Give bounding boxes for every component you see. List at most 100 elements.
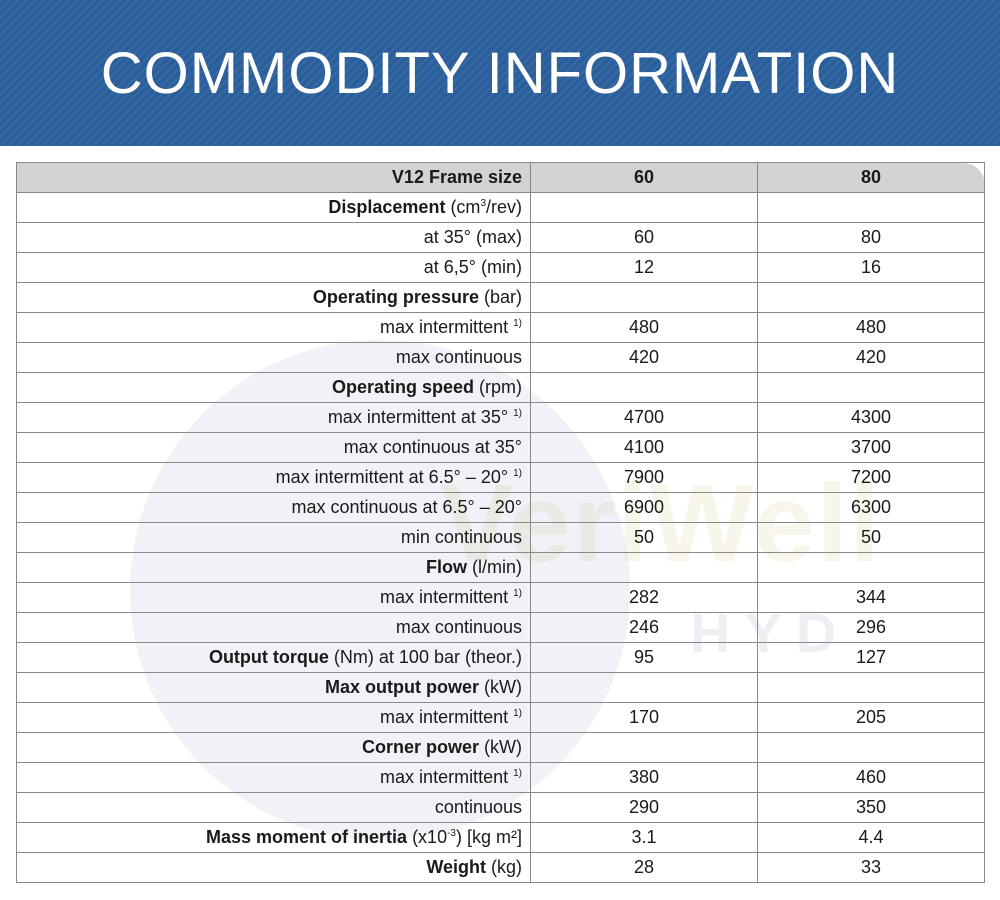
table-row: Operating pressure (bar) (16, 282, 985, 313)
header-col-60: 60 (530, 162, 758, 193)
value-frame-80: 16 (757, 252, 985, 283)
label-text-suffix: ) [kg m²] (456, 827, 522, 847)
label-text: (cm (445, 197, 481, 217)
label-text: (kW) (479, 677, 522, 697)
label-text: max intermittent (380, 767, 514, 787)
row-label: Weight (kg) (16, 852, 531, 883)
value-frame-60: 3.1 (530, 822, 758, 853)
table-row: Corner power (kW) (16, 732, 985, 763)
header-label: V12 Frame size (16, 162, 531, 193)
label-text: max intermittent (380, 707, 514, 727)
table-row: max intermittent 1) 282 344 (16, 582, 985, 613)
value-frame-60: 480 (530, 312, 758, 343)
table-row: continuous 290 350 (16, 792, 985, 823)
label-bold: Operating pressure (312, 287, 479, 307)
row-label: max intermittent 1) (16, 312, 531, 343)
table-row: max continuous at 6.5° – 20° 6900 6300 (16, 492, 985, 523)
value-frame-80: 460 (757, 762, 985, 793)
table-row: max continuous 246 296 (16, 612, 985, 643)
row-label: max continuous (16, 342, 531, 373)
row-label: Mass moment of inertia (x10-3) [kg m²] (16, 822, 531, 853)
value-frame-60 (530, 282, 758, 313)
page-title: COMMODITY INFORMATION (100, 40, 900, 106)
value-frame-60: 28 (530, 852, 758, 883)
label-text: (l/min) (467, 557, 522, 577)
row-label: max intermittent at 35° 1) (16, 402, 531, 433)
label-superscript: -3 (447, 828, 456, 839)
label-text: at 35° (max) (423, 227, 522, 247)
label-text: max continuous (395, 617, 522, 637)
table-row: Weight (kg) 28 33 (16, 852, 985, 883)
table-row: min continuous 50 50 (16, 522, 985, 553)
value-frame-60: 282 (530, 582, 758, 613)
row-label: Operating speed (rpm) (16, 372, 531, 403)
row-label: max continuous at 6.5° – 20° (16, 492, 531, 523)
table-row: Max output power (kW) (16, 672, 985, 703)
label-text: max intermittent at 6.5° – 20° (275, 467, 514, 487)
value-frame-60: 12 (530, 252, 758, 283)
label-bold: Output torque (208, 647, 329, 667)
label-text: continuous (434, 797, 522, 817)
value-frame-80 (757, 552, 985, 583)
label-text: max intermittent (380, 317, 514, 337)
table-header-row: V12 Frame size 60 80 (16, 162, 985, 193)
label-bold: Flow (426, 557, 467, 577)
value-frame-80: 420 (757, 342, 985, 373)
value-frame-80 (757, 192, 985, 223)
value-frame-60 (530, 732, 758, 763)
value-frame-80: 350 (757, 792, 985, 823)
value-frame-80: 296 (757, 612, 985, 643)
row-label: max intermittent 1) (16, 702, 531, 733)
value-frame-60: 95 (530, 642, 758, 673)
label-text: (Nm) at 100 bar (theor.) (328, 647, 522, 667)
value-frame-80 (757, 732, 985, 763)
value-frame-80: 4300 (757, 402, 985, 433)
value-frame-80: 127 (757, 642, 985, 673)
footnote-marker: 1) (513, 408, 522, 419)
label-superscript: 3 (480, 198, 486, 209)
value-frame-80 (757, 372, 985, 403)
row-label: Operating pressure (bar) (16, 282, 531, 313)
table-row: max intermittent 1) 380 460 (16, 762, 985, 793)
label-bold: Max output power (325, 677, 480, 697)
table-row: at 6,5° (min) 12 16 (16, 252, 985, 283)
label-text-suffix: /rev) (486, 197, 522, 217)
value-frame-60: 7900 (530, 462, 758, 493)
row-label: at 6,5° (min) (16, 252, 531, 283)
table-row: max intermittent at 35° 1) 4700 4300 (16, 402, 985, 433)
value-frame-80: 344 (757, 582, 985, 613)
label-text: (x10 (407, 827, 448, 847)
footnote-marker: 1) (513, 468, 522, 479)
row-label: Displacement (cm3/rev) (16, 192, 531, 223)
value-frame-80: 3700 (757, 432, 985, 463)
footnote-marker: 1) (513, 708, 522, 719)
table-row: Mass moment of inertia (x10-3) [kg m²] 3.… (16, 822, 985, 853)
label-bold: Displacement (328, 197, 446, 217)
value-frame-80: 480 (757, 312, 985, 343)
label-text: max continuous at 6.5° – 20° (291, 497, 522, 517)
value-frame-80: 205 (757, 702, 985, 733)
value-frame-60: 4700 (530, 402, 758, 433)
footnote-marker: 1) (513, 588, 522, 599)
footnote-marker: 1) (513, 318, 522, 329)
value-frame-60 (530, 672, 758, 703)
row-label: max intermittent 1) (16, 582, 531, 613)
value-frame-60: 4100 (530, 432, 758, 463)
value-frame-80: 50 (757, 522, 985, 553)
value-frame-60: 60 (530, 222, 758, 253)
value-frame-80: 33 (757, 852, 985, 883)
header-banner: COMMODITY INFORMATION (0, 0, 1000, 146)
label-text: min continuous (400, 527, 522, 547)
value-frame-60: 380 (530, 762, 758, 793)
table-row: max continuous at 35° 4100 3700 (16, 432, 985, 463)
label-text: (rpm) (474, 377, 522, 397)
table-body: Displacement (cm3/rev) at 35° (max) 60 80 at… (16, 192, 985, 883)
row-label: max intermittent 1) (16, 762, 531, 793)
row-label: max continuous at 35° (16, 432, 531, 463)
value-frame-80: 4.4 (757, 822, 985, 853)
row-label: min continuous (16, 522, 531, 553)
table-row: Output torque (Nm) at 100 bar (theor.) 95… (16, 642, 985, 673)
table-row: max intermittent at 6.5° – 20° 1) 7900 720… (16, 462, 985, 493)
row-label: Max output power (kW) (16, 672, 531, 703)
label-text: at 6,5° (min) (423, 257, 522, 277)
